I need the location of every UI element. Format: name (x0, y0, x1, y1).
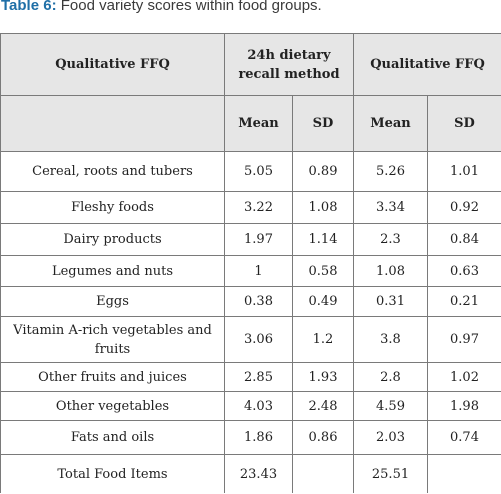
mean-ffq: 4.59 (354, 392, 428, 421)
sd-ffq: 1.01 (428, 152, 501, 192)
sd-24h: 0.49 (293, 287, 354, 317)
mean-24h: 2.85 (225, 363, 293, 392)
mean-24h: 5.05 (225, 152, 293, 192)
table-row: Other fruits and juices 2.85 1.93 2.8 1.… (1, 363, 501, 392)
food-group-name: Dairy products (1, 224, 225, 256)
sd-ffq: 0.92 (428, 192, 501, 224)
sd-ffq: 0.97 (428, 317, 501, 363)
sd-ffq: 1.98 (428, 392, 501, 421)
mean-ffq: 2.03 (354, 421, 428, 455)
mean-24h: 1.86 (225, 421, 293, 455)
food-group-name: Total Food Items (1, 455, 225, 494)
sd-24h: 2.48 (293, 392, 354, 421)
food-group-name: Cereal, roots and tubers (1, 152, 225, 192)
sd-24h: 1.14 (293, 224, 354, 256)
mean-ffq: 5.26 (354, 152, 428, 192)
table-row: Legumes and nuts 1 0.58 1.08 0.63 (1, 256, 501, 287)
header-24h-recall: 24h dietary recall method (225, 34, 354, 96)
mean-ffq: 1.08 (354, 256, 428, 287)
sd-ffq: 0.84 (428, 224, 501, 256)
food-group-name: Vitamin A-rich vegetables and fruits (1, 317, 225, 363)
table-row-total: Total Food Items 23.43 25.51 (1, 455, 501, 494)
mean-ffq: 2.3 (354, 224, 428, 256)
header-qualitative-ffq: Qualitative FFQ (354, 34, 501, 96)
mean-24h: 23.43 (225, 455, 293, 494)
header-sd-2: SD (428, 96, 501, 152)
sd-24h: 1.93 (293, 363, 354, 392)
food-group-name: Fleshy foods (1, 192, 225, 224)
sd-ffq: 0.74 (428, 421, 501, 455)
header-food-group: Qualitative FFQ (1, 34, 225, 96)
food-group-name: Other vegetables (1, 392, 225, 421)
mean-24h: 3.06 (225, 317, 293, 363)
mean-ffq: 3.8 (354, 317, 428, 363)
header-sd-1: SD (293, 96, 354, 152)
header-mean-1: Mean (225, 96, 293, 152)
sd-ffq: 0.63 (428, 256, 501, 287)
food-variety-table: Qualitative FFQ 24h dietary recall metho… (0, 33, 501, 494)
sd-ffq: 0.21 (428, 287, 501, 317)
sd-24h: 0.58 (293, 256, 354, 287)
table-row: Other vegetables 4.03 2.48 4.59 1.98 (1, 392, 501, 421)
mean-ffq: 2.8 (354, 363, 428, 392)
header-blank (1, 96, 225, 152)
table-row: Fleshy foods 3.22 1.08 3.34 0.92 (1, 192, 501, 224)
table-row: Cereal, roots and tubers 5.05 0.89 5.26 … (1, 152, 501, 192)
header-mean-2: Mean (354, 96, 428, 152)
sd-24h: 1.2 (293, 317, 354, 363)
sd-ffq (428, 455, 501, 494)
table-caption-text: Food variety scores within food groups. (57, 0, 322, 14)
mean-24h: 4.03 (225, 392, 293, 421)
table-caption-label: Table 6: (1, 0, 57, 14)
sd-24h: 1.08 (293, 192, 354, 224)
table-row: Vitamin A-rich vegetables and fruits 3.0… (1, 317, 501, 363)
food-group-name: Other fruits and juices (1, 363, 225, 392)
mean-ffq: 0.31 (354, 287, 428, 317)
table-row: Dairy products 1.97 1.14 2.3 0.84 (1, 224, 501, 256)
mean-ffq: 25.51 (354, 455, 428, 494)
table-row: Fats and oils 1.86 0.86 2.03 0.74 (1, 421, 501, 455)
mean-24h: 1 (225, 256, 293, 287)
sd-24h (293, 455, 354, 494)
mean-ffq: 3.34 (354, 192, 428, 224)
sd-24h: 0.86 (293, 421, 354, 455)
mean-24h: 3.22 (225, 192, 293, 224)
table-row: Eggs 0.38 0.49 0.31 0.21 (1, 287, 501, 317)
table-caption: Table 6: Food variety scores within food… (1, 0, 322, 14)
food-group-name: Fats and oils (1, 421, 225, 455)
mean-24h: 1.97 (225, 224, 293, 256)
sd-ffq: 1.02 (428, 363, 501, 392)
sd-24h: 0.89 (293, 152, 354, 192)
mean-24h: 0.38 (225, 287, 293, 317)
food-group-name: Legumes and nuts (1, 256, 225, 287)
food-group-name: Eggs (1, 287, 225, 317)
